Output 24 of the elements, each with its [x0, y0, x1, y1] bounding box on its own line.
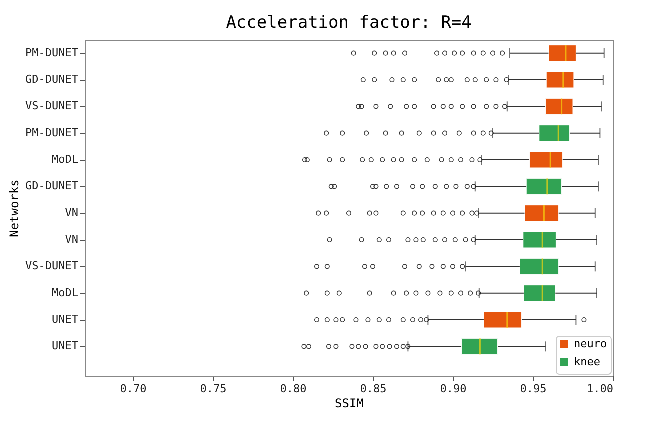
- x-tick-label: 0.85: [360, 382, 387, 396]
- y-tick-label: PM-DUNET: [26, 46, 79, 60]
- x-tick-label: 1.00: [587, 382, 614, 396]
- y-tick-label: MoDL: [52, 286, 79, 300]
- y-tick-label: VS-DUNET: [26, 100, 79, 113]
- y-tick-label: MoDL: [52, 153, 79, 166]
- y-tick-label: UNET: [52, 340, 79, 353]
- y-tick-label: UNET: [52, 313, 79, 326]
- x-tick-label: 0.75: [200, 382, 227, 396]
- y-tick-label: VN: [65, 233, 78, 246]
- y-tick-label: PM-DUNET: [26, 126, 79, 140]
- legend-label: neuro: [574, 338, 608, 350]
- y-axis-title: Networks: [8, 180, 22, 238]
- y-tick-label: VN: [65, 206, 78, 220]
- x-tick-label: 0.70: [120, 382, 147, 396]
- x-tick-label: 0.90: [440, 382, 467, 396]
- x-tick-label: 0.80: [280, 382, 307, 396]
- x-tick-label: 0.95: [520, 382, 547, 396]
- y-tick-label: GD-DUNET: [26, 73, 79, 86]
- chart-title: Acceleration factor: R=4: [226, 13, 472, 33]
- y-tick-label: GD-DUNET: [26, 180, 79, 193]
- x-axis-title: SSIM: [335, 396, 364, 410]
- y-tick-label: VS-DUNET: [26, 260, 79, 273]
- legend-label: knee: [574, 356, 600, 368]
